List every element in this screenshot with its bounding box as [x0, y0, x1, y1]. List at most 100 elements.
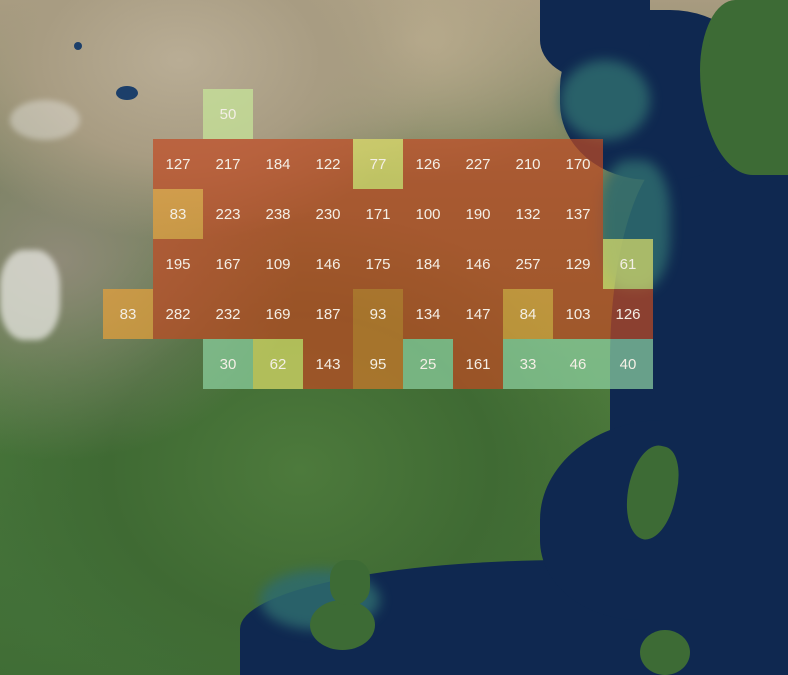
grid-cell[interactable]: 146	[453, 239, 503, 289]
grid-cell[interactable]: 30	[203, 339, 253, 389]
grid-cell-value: 126	[415, 155, 441, 173]
grid-cell-fill	[453, 139, 503, 189]
grid-cell-fill	[303, 139, 353, 189]
grid-cell[interactable]: 169	[253, 289, 303, 339]
grid-cell[interactable]: 167	[203, 239, 253, 289]
grid-cell-value: 146	[465, 255, 491, 273]
grid-cell-value: 171	[365, 205, 391, 223]
grid-cell[interactable]: 40	[603, 339, 653, 389]
grid-cell-fill	[403, 139, 453, 189]
grid-cell[interactable]: 232	[203, 289, 253, 339]
grid-cell-value: 127	[165, 155, 191, 173]
grid-cell-value: 195	[165, 255, 191, 273]
grid-cell[interactable]: 175	[353, 239, 403, 289]
grid-cell-value: 77	[369, 155, 387, 173]
grid-cell-fill	[253, 189, 303, 239]
grid-cell[interactable]: 50	[203, 89, 253, 139]
coastal-water	[560, 60, 650, 140]
grid-cell[interactable]: 129	[553, 239, 603, 289]
grid-cell[interactable]: 187	[303, 289, 353, 339]
grid-cell[interactable]: 161	[453, 339, 503, 389]
grid-cell-fill	[503, 339, 553, 389]
grid-cell[interactable]: 184	[403, 239, 453, 289]
grid-cell[interactable]: 257	[503, 239, 553, 289]
grid-cell[interactable]: 210	[503, 139, 553, 189]
grid-cell[interactable]: 227	[453, 139, 503, 189]
grid-cell-value: 217	[215, 155, 241, 173]
grid-cell-fill	[553, 239, 603, 289]
grid-cell[interactable]: 61	[603, 239, 653, 289]
grid-cell[interactable]: 282	[153, 289, 203, 339]
grid-cell-fill	[103, 289, 153, 339]
grid-cell[interactable]: 122	[303, 139, 353, 189]
lake	[116, 86, 138, 100]
grid-cell[interactable]: 132	[503, 189, 553, 239]
grid-cell-fill	[603, 239, 653, 289]
grid-cell[interactable]: 126	[603, 289, 653, 339]
grid-cell-fill	[203, 339, 253, 389]
grid-cell-value: 83	[119, 305, 137, 323]
grid-cell-value: 282	[165, 305, 191, 323]
grid-cell[interactable]: 137	[553, 189, 603, 239]
snow-patch	[0, 250, 60, 340]
grid-cell[interactable]: 171	[353, 189, 403, 239]
snow-patch	[10, 100, 80, 140]
grid-cell-fill	[303, 189, 353, 239]
grid-cell-fill	[153, 139, 203, 189]
grid-cell-value: 95	[369, 355, 387, 373]
grid-cell[interactable]: 147	[453, 289, 503, 339]
grid-cell[interactable]: 217	[203, 139, 253, 189]
grid-cell-fill	[403, 339, 453, 389]
grid-cell[interactable]: 134	[403, 289, 453, 339]
grid-cell-fill	[403, 239, 453, 289]
grid-cell[interactable]: 170	[553, 139, 603, 189]
grid-cell-value: 170	[565, 155, 591, 173]
grid-cell-value: 190	[465, 205, 491, 223]
grid-cell[interactable]: 46	[553, 339, 603, 389]
grid-cell[interactable]: 33	[503, 339, 553, 389]
grid-cell[interactable]: 83	[153, 189, 203, 239]
grid-cell-fill	[203, 239, 253, 289]
grid-cell[interactable]: 25	[403, 339, 453, 389]
grid-cell[interactable]: 184	[253, 139, 303, 189]
grid-cell[interactable]: 238	[253, 189, 303, 239]
hainan-island	[310, 600, 375, 650]
grid-cell-fill	[503, 139, 553, 189]
grid-cell[interactable]: 62	[253, 339, 303, 389]
grid-cell-value: 227	[465, 155, 491, 173]
grid-cell[interactable]: 126	[403, 139, 453, 189]
grid-cell-fill	[403, 189, 453, 239]
grid-cell-fill	[403, 289, 453, 339]
grid-cell[interactable]: 95	[353, 339, 403, 389]
grid-cell-value: 230	[315, 205, 341, 223]
grid-cell[interactable]: 127	[153, 139, 203, 189]
grid-cell-value: 50	[219, 105, 237, 123]
grid-cell-fill	[253, 139, 303, 189]
lake	[74, 42, 82, 50]
grid-cell[interactable]: 93	[353, 289, 403, 339]
grid-cell-value: 126	[615, 305, 641, 323]
grid-cell[interactable]: 77	[353, 139, 403, 189]
grid-cell-value: 146	[315, 255, 341, 273]
grid-cell[interactable]: 146	[303, 239, 353, 289]
grid-cell[interactable]: 84	[503, 289, 553, 339]
grid-cell[interactable]: 143	[303, 339, 353, 389]
grid-cell-fill	[553, 139, 603, 189]
grid-cell[interactable]: 109	[253, 239, 303, 289]
grid-cell[interactable]: 100	[403, 189, 453, 239]
grid-cell-fill	[353, 289, 403, 339]
grid-cell[interactable]: 103	[553, 289, 603, 339]
grid-cell-fill	[203, 89, 253, 139]
grid-cell[interactable]: 190	[453, 189, 503, 239]
grid-cell[interactable]: 83	[103, 289, 153, 339]
grid-cell[interactable]: 223	[203, 189, 253, 239]
island	[640, 630, 690, 675]
grid-cell-value: 184	[265, 155, 291, 173]
grid-cell-value: 33	[519, 355, 537, 373]
grid-cell[interactable]: 230	[303, 189, 353, 239]
grid-cell-value: 62	[269, 355, 287, 373]
grid-cell-fill	[503, 289, 553, 339]
grid-cell[interactable]: 195	[153, 239, 203, 289]
grid-cell-value: 210	[515, 155, 541, 173]
